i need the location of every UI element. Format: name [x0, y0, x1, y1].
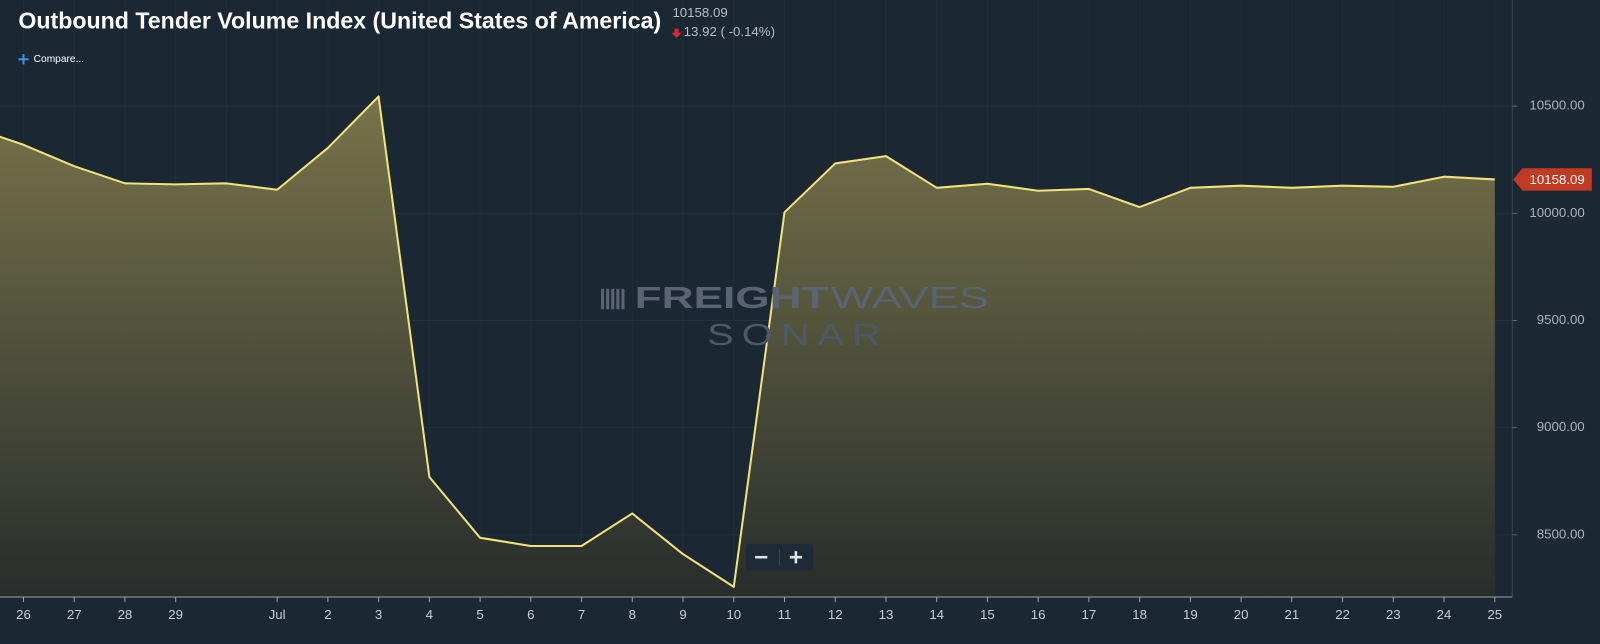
series	[0, 95, 1495, 597]
x-tick-label: 6	[527, 607, 534, 622]
price-change: 13.92 ( -0.14%)	[684, 24, 775, 39]
watermark-light: WAVES	[831, 281, 989, 315]
watermark: FREIGHT WAVES SONAR	[601, 281, 989, 352]
x-tick-label: 12	[828, 607, 843, 622]
x-tick-label: 9	[679, 607, 686, 622]
badge-label: 10158.09	[1530, 172, 1585, 187]
chart-title: Outbound Tender Volume Index (United Sta…	[18, 8, 661, 34]
x-tick-label: 26	[16, 607, 31, 622]
x-tick-label: 2	[324, 607, 331, 622]
compare-label[interactable]: Compare...	[34, 54, 84, 65]
x-tick-label: 28	[118, 607, 133, 622]
x-tick-label: 10	[726, 607, 741, 622]
area-fill	[0, 96, 1495, 597]
zoom-in-icon[interactable]	[789, 551, 803, 564]
zoom-in[interactable]	[789, 551, 803, 564]
line	[0, 95, 1495, 588]
x-tick-label: 22	[1335, 607, 1350, 622]
x-tick-label: 23	[1386, 607, 1401, 622]
x-tick-label: 24	[1437, 607, 1452, 622]
y-axis-panel	[1512, 0, 1600, 644]
x-tick-label: 11	[778, 607, 792, 622]
x-tick-label: 18	[1132, 607, 1147, 622]
x-tick-label: 5	[476, 607, 483, 622]
x-tick-label: 20	[1234, 607, 1249, 622]
x-tick-label: 19	[1183, 607, 1198, 622]
y-tick-label: 9500.00	[1537, 312, 1585, 327]
down-arrow	[671, 28, 682, 38]
x-tick-label: 14	[929, 607, 944, 622]
x-tick-label: 15	[980, 607, 995, 622]
x-tick-label: 8	[629, 607, 636, 622]
y-tick-label: 10500.00	[1529, 98, 1584, 113]
y-tick-label: 9000.00	[1537, 419, 1585, 434]
x-tick-label: 25	[1487, 607, 1502, 622]
x-tick-label: 13	[879, 607, 894, 622]
y-tick-label: 10000.00	[1529, 205, 1584, 220]
x-tick-label: 4	[426, 607, 433, 622]
x-tick-label: 3	[375, 607, 382, 622]
watermark-sub: SONAR	[707, 318, 889, 352]
x-tick-label: 7	[578, 607, 585, 622]
x-tick-label: Jul	[269, 607, 286, 622]
watermark-bold: FREIGHT	[635, 281, 829, 315]
x-tick-label: 21	[1284, 607, 1299, 622]
last-price: 10158.09	[672, 5, 727, 20]
y-tick-label: 8500.00	[1537, 526, 1585, 541]
x-tick-label: 17	[1082, 607, 1097, 622]
compare-button[interactable]: Compare...	[18, 54, 84, 65]
badge-shape	[1513, 168, 1592, 191]
x-tick-label: 16	[1031, 607, 1046, 622]
zoom-controls	[745, 543, 814, 571]
last-value-badge: 10158.09	[1513, 168, 1592, 191]
x-tick-label: 29	[168, 607, 183, 622]
x-tick-label: 27	[67, 607, 82, 622]
compare-icon	[18, 54, 29, 65]
watermark-icon	[601, 288, 625, 310]
